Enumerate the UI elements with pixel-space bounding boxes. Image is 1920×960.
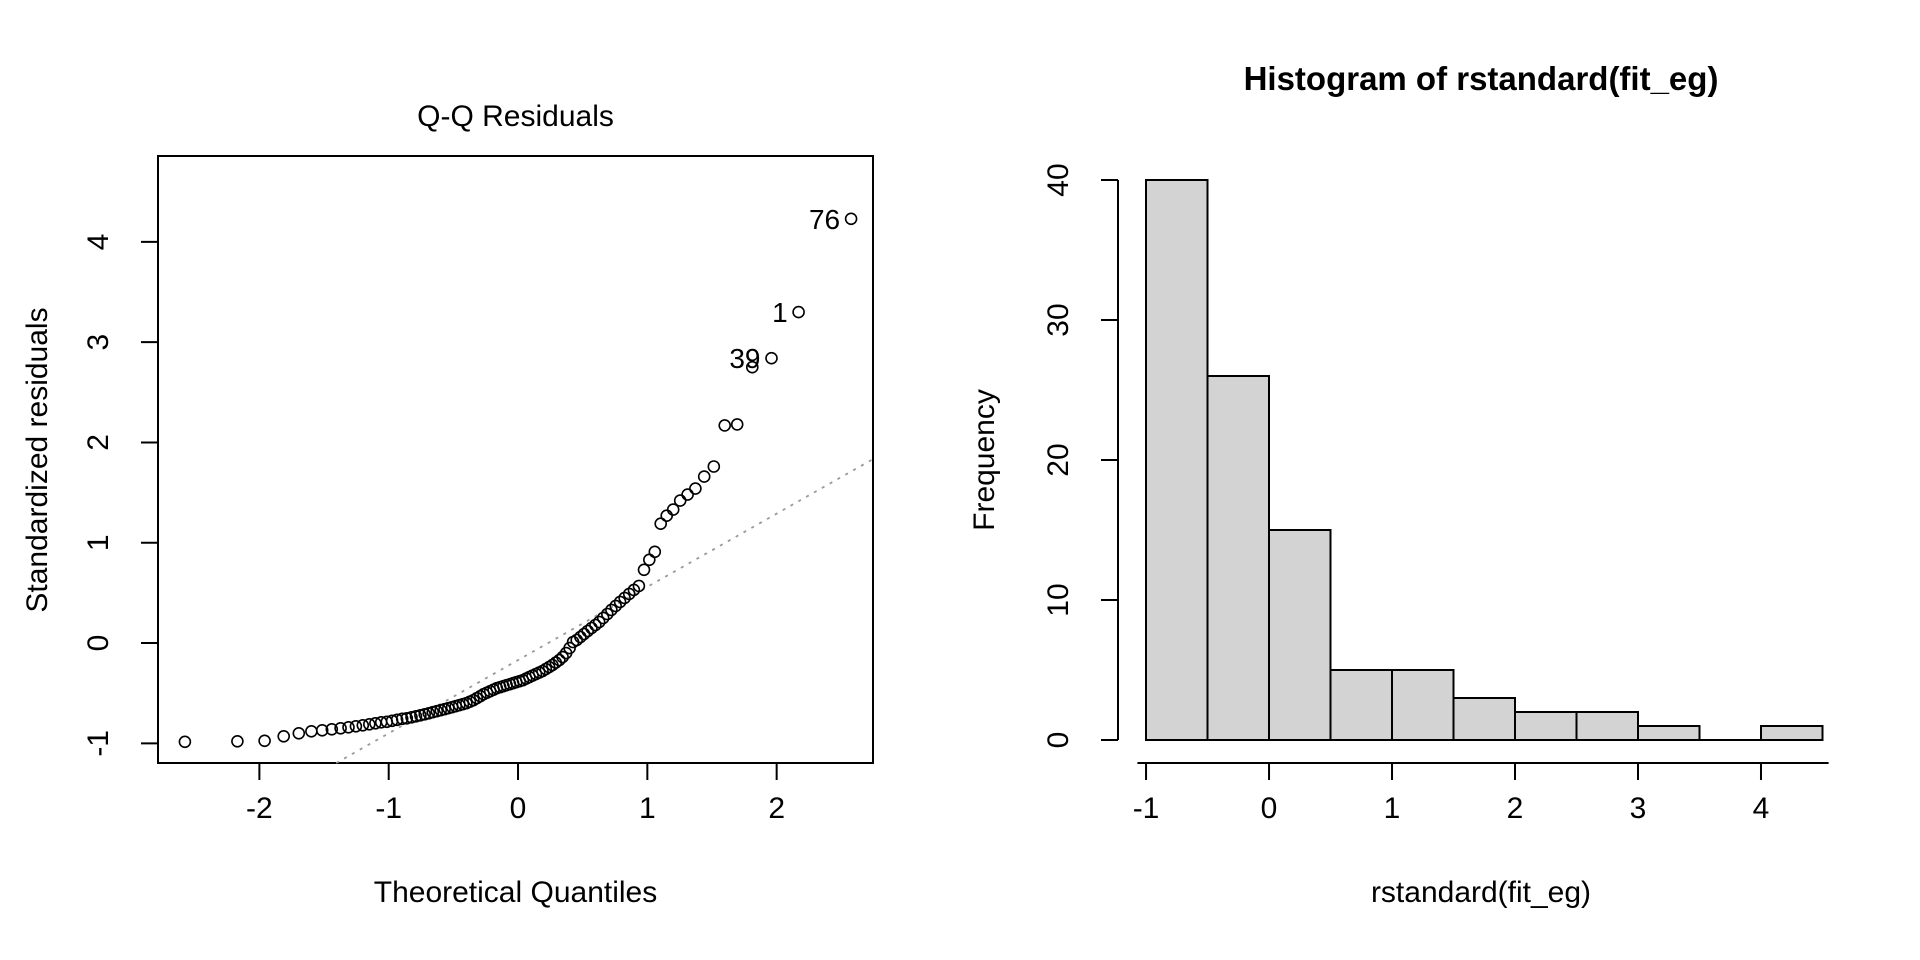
qq-x-tick-label: 1: [639, 792, 656, 825]
qq-point: [231, 734, 244, 748]
hist-y-tick-label: 0: [1042, 732, 1075, 749]
qq-point: [334, 721, 347, 735]
qq-point-label: 76: [809, 204, 840, 235]
qq-point: [292, 726, 306, 740]
qq-point: [596, 611, 610, 625]
qq-point: [589, 618, 602, 632]
qq-point: [315, 723, 329, 737]
qq-point: [305, 724, 318, 738]
qq-point: [556, 650, 569, 664]
qq-point: [585, 621, 598, 635]
qq-point-label: 39: [729, 343, 760, 374]
qq-point: [605, 603, 618, 617]
qq-point: [609, 599, 623, 613]
qq-x-tick-label: 2: [768, 792, 785, 825]
qq-point: [552, 653, 566, 667]
hist-x-tick-label: 0: [1261, 792, 1278, 825]
qq-point: [745, 360, 759, 374]
qq-point: [707, 460, 721, 473]
hist-bar: [1145, 179, 1209, 741]
histogram-title: Histogram of rstandard(fit_eg): [1243, 60, 1719, 97]
qq-point: [792, 305, 805, 319]
hist-x-tick-label: -1: [1133, 792, 1160, 825]
qq-y-tick-label: 1: [82, 534, 115, 551]
histogram-x-axis-label: rstandard(fit_eg): [1370, 876, 1592, 909]
qq-point: [654, 517, 668, 531]
qq-y-tick-label: 0: [82, 635, 115, 652]
hist-bar: [1514, 711, 1578, 741]
qq-point-label: 1: [772, 297, 788, 328]
qq-point: [600, 607, 614, 621]
qq-plot-box: [157, 155, 874, 764]
qq-y-tick-label: 3: [82, 334, 115, 351]
hist-bar: [1575, 711, 1639, 741]
qq-point: [642, 553, 656, 567]
hist-x-tick-label: 1: [1384, 792, 1401, 825]
qq-point: [660, 509, 674, 523]
qq-point: [648, 545, 662, 559]
hist-bar: [1760, 725, 1824, 741]
hist-y-tick-label: 40: [1042, 163, 1075, 196]
hist-bar: [1452, 697, 1516, 741]
qq-point: [563, 641, 576, 655]
qq-point: [400, 711, 414, 725]
qq-y-tick-label: 2: [82, 434, 115, 451]
qq-y-tick-label: 4: [82, 234, 115, 251]
qq-point: [697, 470, 711, 483]
qq-point: [405, 710, 418, 724]
hist-bar: [1637, 725, 1701, 741]
qq-point: [844, 212, 858, 226]
qq-point: [637, 563, 651, 577]
qq-point: [765, 351, 778, 365]
qq-x-axis-label: Theoretical Quantiles: [373, 876, 658, 909]
qq-y-tick-label: -1: [82, 730, 115, 757]
qq-point: [581, 624, 595, 638]
hist-bar: [1391, 669, 1455, 741]
hist-bar: [1268, 529, 1332, 741]
qq-point: [349, 719, 363, 733]
qq-point: [258, 734, 271, 748]
qq-point: [730, 418, 744, 431]
hist-x-tick-label: 4: [1753, 792, 1770, 825]
hist-bar: [1206, 375, 1270, 741]
histogram-y-axis-label: Frequency: [968, 389, 1001, 531]
qq-point: [390, 713, 404, 727]
qq-x-tick-label: -2: [246, 792, 273, 825]
qq-point: [673, 494, 687, 507]
qq-point: [178, 735, 192, 749]
qq-point: [277, 729, 291, 743]
qq-point: [362, 717, 376, 731]
qq-point: [718, 419, 732, 432]
hist-y-tick-label: 20: [1042, 443, 1075, 476]
qq-point: [342, 720, 355, 734]
qq-title: Q-Q Residuals: [417, 100, 614, 133]
qq-point: [681, 488, 694, 501]
hist-y-tick-label: 10: [1042, 583, 1075, 616]
qq-point: [592, 615, 606, 629]
qq-point: [577, 627, 591, 641]
hist-x-tick-label: 3: [1630, 792, 1647, 825]
qq-point: [325, 722, 339, 736]
qq-x-tick-label: 0: [510, 792, 527, 825]
qq-point: [666, 503, 680, 516]
qq-x-tick-label: -1: [375, 792, 402, 825]
hist-x-tick-label: 2: [1507, 792, 1524, 825]
qq-point: [632, 579, 646, 593]
qq-y-axis-label: Standardized residuals: [21, 307, 54, 613]
qq-reference-line: [335, 458, 874, 764]
hist-bar: [1329, 669, 1393, 741]
qq-point: [356, 718, 370, 732]
qq-point: [689, 482, 702, 495]
hist-y-tick-label: 30: [1042, 303, 1075, 336]
qq-point: [395, 712, 409, 726]
